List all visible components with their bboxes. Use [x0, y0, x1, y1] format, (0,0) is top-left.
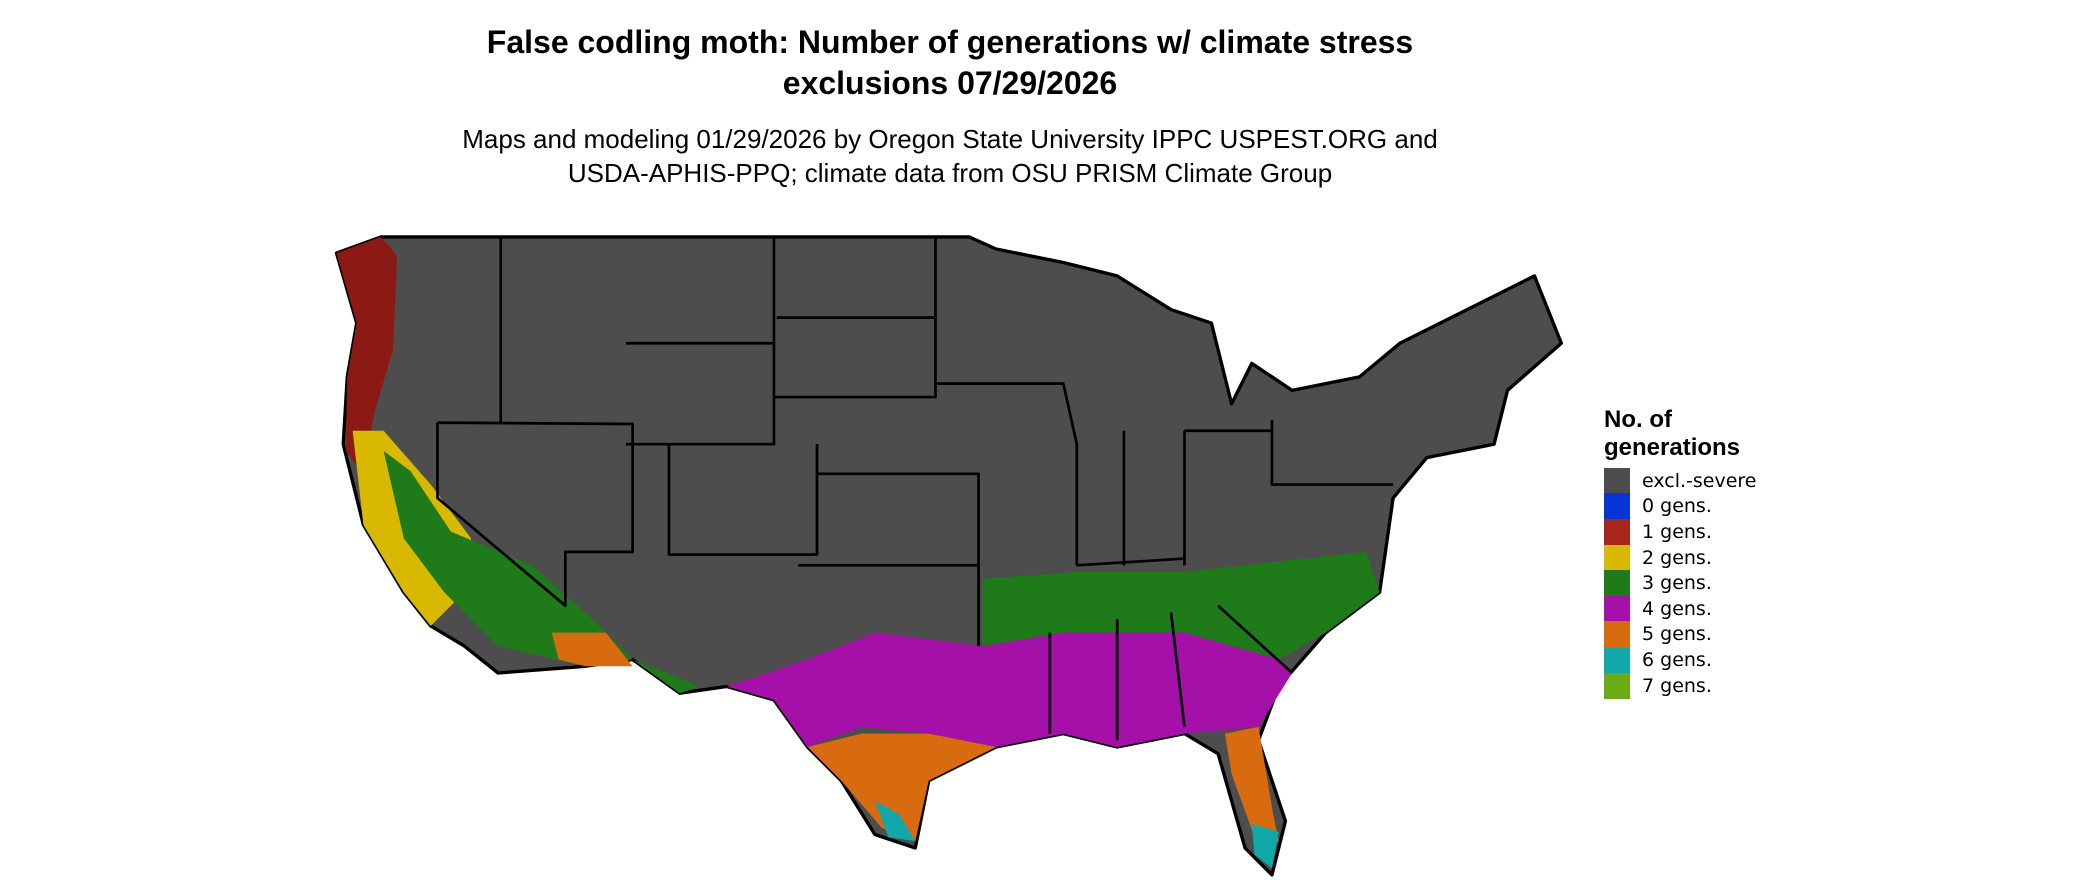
- legend-swatch: [1604, 570, 1630, 597]
- legend-label: 7 gens.: [1642, 674, 1712, 697]
- map-title: False codling moth: Number of generation…: [486, 24, 1414, 101]
- region-4-gen: [726, 632, 1293, 748]
- legend-label: 6 gens.: [1642, 648, 1712, 671]
- legend-label: 4 gens.: [1642, 597, 1712, 620]
- legend-items: excl.-severe 0 gens. 1 gens. 2 gens. 3 gens.…: [1604, 467, 1757, 699]
- region-5-gen-fl: [1224, 726, 1279, 848]
- legend-swatch: [1604, 493, 1630, 520]
- legend-label: 1 gens.: [1642, 520, 1712, 543]
- legend-title: No. of generations: [1604, 406, 1741, 461]
- legend-item: 2 gens.: [1604, 544, 1757, 571]
- legend-item: 7 gens.: [1604, 672, 1757, 699]
- legend-swatch: [1604, 646, 1630, 673]
- legend-swatch: [1604, 518, 1630, 545]
- region-3-gen-west: [383, 450, 700, 694]
- legend-item: 5 gens.: [1604, 621, 1757, 648]
- region-1-gen: [336, 236, 398, 472]
- legend-label: 2 gens.: [1642, 546, 1712, 569]
- legend-item: 3 gens.: [1604, 570, 1757, 597]
- region-5-gen-az: [551, 632, 633, 667]
- legend-item: 6 gens.: [1604, 646, 1757, 673]
- legend-label: 5 gens.: [1642, 623, 1712, 646]
- legend-swatch: [1604, 467, 1630, 494]
- legend-swatch: [1604, 595, 1630, 622]
- legend-label: excl.-severe: [1642, 469, 1757, 492]
- region-5-gen-tx: [807, 733, 997, 842]
- state-borders: [436, 236, 1394, 741]
- legend-swatch: [1604, 544, 1630, 571]
- us-outline: [334, 235, 1564, 877]
- legend-label: 0 gens.: [1642, 495, 1712, 518]
- legend-swatch: [1604, 672, 1630, 699]
- map-subtitle: Maps and modeling 01/29/2026 by Oregon S…: [462, 124, 1438, 188]
- legend-item: 1 gens.: [1604, 518, 1757, 545]
- region-6-gen: [874, 800, 1279, 869]
- legend-item: 0 gens.: [1604, 493, 1757, 520]
- legend-item: 4 gens.: [1604, 595, 1757, 622]
- legend-label: 3 gens.: [1642, 572, 1712, 595]
- legend: No. of generations excl.-severe 0 gens. 1 …: [1604, 406, 1757, 699]
- legend-item: excl.-severe: [1604, 467, 1757, 494]
- legend-swatch: [1604, 621, 1630, 648]
